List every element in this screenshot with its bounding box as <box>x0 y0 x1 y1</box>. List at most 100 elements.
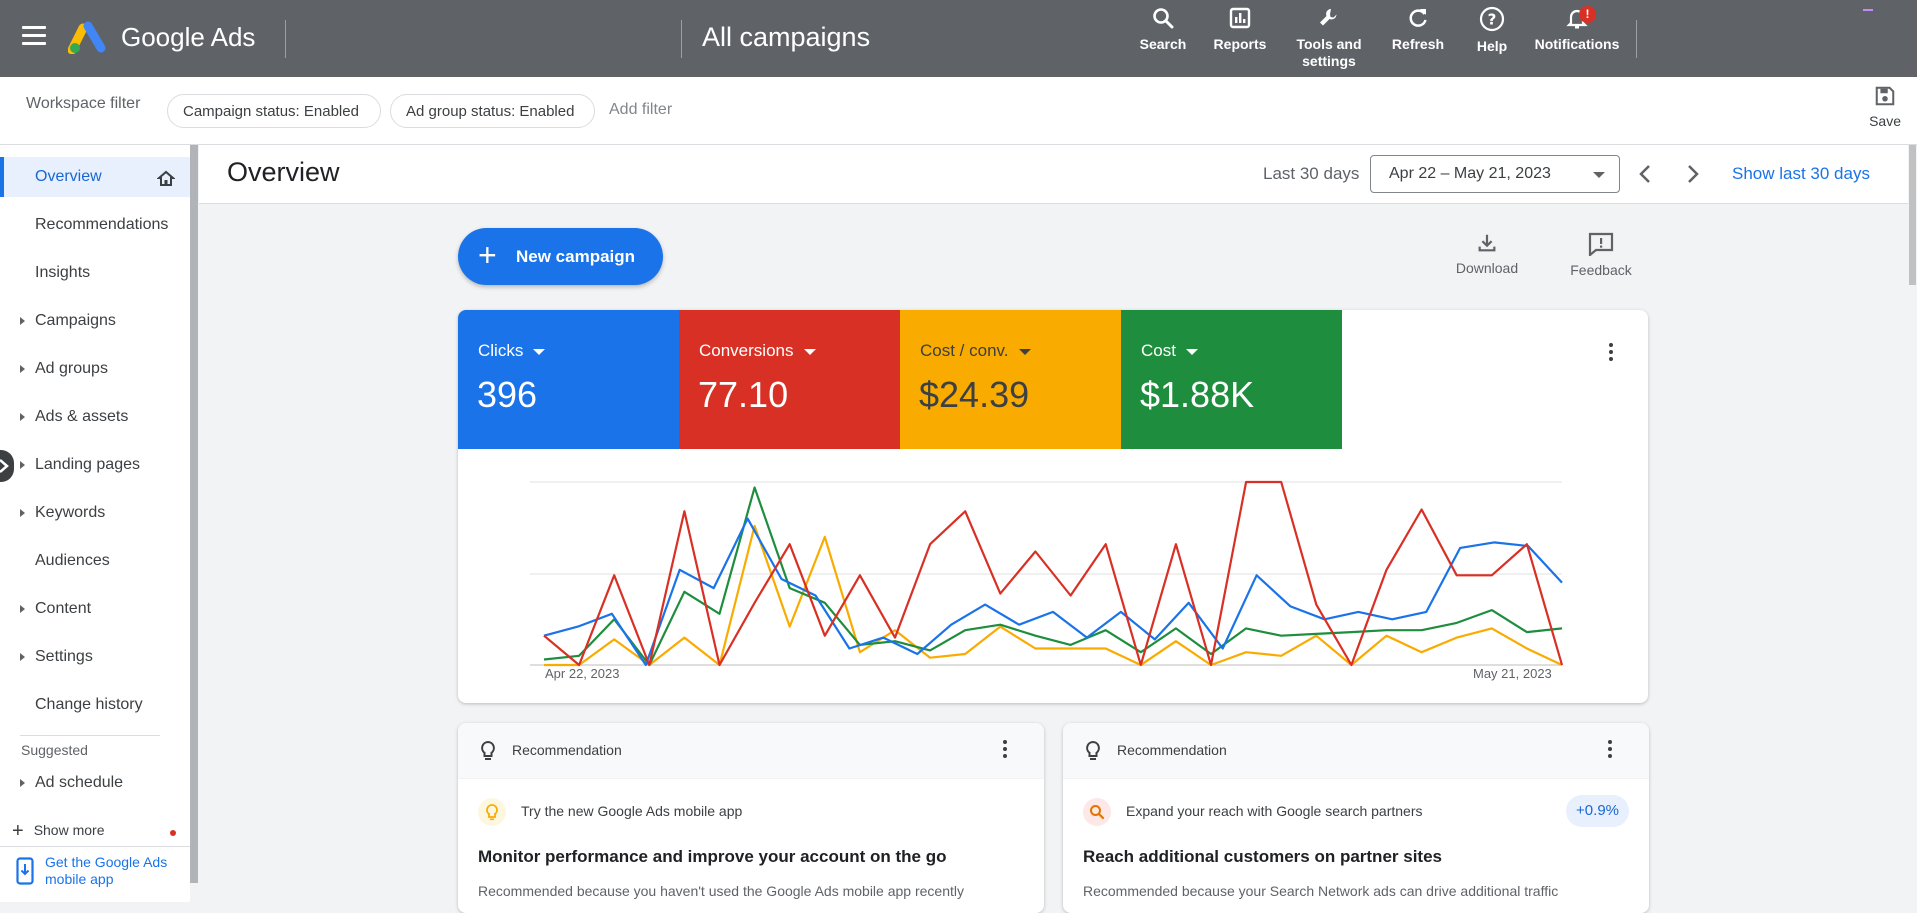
series-line-cost <box>543 486 1563 667</box>
recommendation-card[interactable]: Recommendation Try the new Google Ads mo… <box>458 723 1044 913</box>
download-button[interactable]: Download <box>1452 232 1522 276</box>
sidebar-item-label: Ad groups <box>35 360 108 377</box>
search-icon <box>1153 8 1174 29</box>
sidebar-item-audiences[interactable]: Audiences <box>0 541 190 581</box>
metric-clicks[interactable]: Clicks 396 <box>458 310 679 449</box>
sidebar-item-label: Content <box>35 600 92 617</box>
feedback-label: Feedback <box>1570 262 1632 278</box>
get-app-link[interactable]: Get the Google Ads mobile app <box>0 846 190 902</box>
lightbulb-icon <box>486 804 498 821</box>
reports-button[interactable]: Reports <box>1208 6 1272 53</box>
divider <box>1636 20 1637 58</box>
svg-text:?: ? <box>1488 11 1497 29</box>
new-indicator-dot <box>170 830 176 836</box>
search-button[interactable]: Search <box>1138 6 1188 53</box>
sidebar-item-keywords[interactable]: Keywords <box>0 493 190 533</box>
sidebar-scrollbar[interactable] <box>190 145 198 883</box>
recommendation-card[interactable]: Recommendation Expand your reach with Go… <box>1063 723 1649 913</box>
date-range-select[interactable]: Apr 22 – May 21, 2023 <box>1370 155 1620 193</box>
new-campaign-label: New campaign <box>516 247 636 266</box>
scrollbar-thumb[interactable] <box>1909 145 1916 285</box>
notifications-button[interactable]: ! Notifications <box>1531 6 1623 53</box>
lightbulb-icon <box>1086 740 1100 760</box>
recommendation-subtitle: Expand your reach with Google search par… <box>1126 803 1423 819</box>
caret-right-icon <box>20 605 25 613</box>
feedback-button[interactable]: Feedback <box>1566 232 1636 278</box>
x-axis-end-label: May 21, 2023 <box>1473 666 1552 681</box>
more-options-icon[interactable] <box>1608 740 1612 761</box>
new-campaign-button[interactable]: + New campaign <box>458 228 663 285</box>
caret-right-icon <box>20 461 25 469</box>
help-label: Help <box>1476 38 1508 54</box>
more-options-icon[interactable] <box>1003 740 1007 761</box>
divider <box>681 20 682 58</box>
show-last-30-days-link[interactable]: Show last 30 days <box>1732 164 1870 183</box>
sidebar-item-ad-groups[interactable]: Ad groups <box>0 349 190 389</box>
expand-sidebar-button[interactable] <box>0 450 14 482</box>
refresh-icon <box>1409 9 1427 27</box>
help-button[interactable]: ? Help <box>1472 6 1512 55</box>
page-heading: Overview <box>227 157 340 187</box>
recommendation-type: Recommendation <box>512 742 622 758</box>
chevron-right-icon[interactable] <box>1686 164 1700 184</box>
sidebar-item-ad-schedule[interactable]: Ad schedule <box>0 763 190 803</box>
more-options-icon[interactable] <box>1609 343 1613 364</box>
add-filter-button[interactable]: Add filter <box>609 101 673 118</box>
home-icon <box>157 170 175 186</box>
menu-icon[interactable] <box>22 26 46 46</box>
ad-group-status-chip[interactable]: Ad group status: Enabled <box>390 94 595 128</box>
metric-value: $1.88K <box>1140 374 1255 415</box>
show-more-button[interactable]: + Show more <box>12 820 105 843</box>
series-line-clicks <box>543 517 1563 667</box>
tools-settings-button[interactable]: Tools and settings <box>1290 6 1368 70</box>
metric-name: Cost / conv. <box>920 341 1009 360</box>
show-more-label: Show more <box>33 822 105 839</box>
save-icon <box>1875 86 1895 106</box>
metric-value: 396 <box>477 374 538 415</box>
main-scrollbar[interactable] <box>1908 145 1917 901</box>
recommendation-header: Recommendation <box>458 723 1044 779</box>
sidebar-item-label: Keywords <box>35 504 106 521</box>
refresh-button[interactable]: Refresh <box>1388 6 1448 53</box>
plus-icon: + <box>478 237 497 273</box>
sidebar-item-label: Overview <box>35 168 102 185</box>
metric-conversions[interactable]: Conversions 77.10 <box>679 310 900 449</box>
recommendation-title: Monitor performance and improve your acc… <box>478 847 947 866</box>
sidebar-item-label: Campaigns <box>35 312 116 329</box>
recommendation-reason: Recommended because you haven't used the… <box>478 883 964 899</box>
metric-cost[interactable]: Cost $1.88K <box>1121 310 1342 449</box>
phone-icon <box>16 857 34 885</box>
campaign-status-chip[interactable]: Campaign status: Enabled <box>167 94 381 128</box>
sidebar-divider <box>20 735 160 736</box>
metric-cost-per-conv[interactable]: Cost / conv. $24.39 <box>900 310 1121 449</box>
x-axis-start-label: Apr 22, 2023 <box>545 666 620 681</box>
caret-right-icon <box>20 653 25 661</box>
sidebar-item-settings[interactable]: Settings <box>0 637 190 677</box>
sidebar-item-change-history[interactable]: Change history <box>0 685 190 725</box>
sidebar-item-label: Settings <box>35 648 93 665</box>
divider <box>285 20 286 58</box>
date-range-value: Apr 22 – May 21, 2023 <box>1389 165 1551 182</box>
sidebar-item-content[interactable]: Content <box>0 589 190 629</box>
download-icon <box>1478 234 1496 252</box>
mobile-app-icon <box>478 798 506 826</box>
caret-right-icon <box>20 365 25 373</box>
feedback-icon <box>1588 232 1614 256</box>
top-bar: Google Ads All campaigns Search Reports … <box>0 0 1917 77</box>
caret-right-icon <box>20 317 25 325</box>
metric-name: Conversions <box>699 341 794 360</box>
sidebar-item-label: Change history <box>35 696 143 713</box>
wrench-icon <box>1320 9 1337 26</box>
save-button[interactable]: Save <box>1869 85 1901 129</box>
sidebar-item-insights[interactable]: Insights <box>0 253 190 293</box>
caret-right-icon <box>20 779 25 787</box>
series-line-cost-conv- <box>544 524 1563 667</box>
sidebar-item-overview[interactable]: Overview <box>0 157 190 197</box>
sidebar-item-ads-assets[interactable]: Ads & assets <box>0 397 190 437</box>
chevron-left-icon[interactable] <box>1638 164 1652 184</box>
notification-badge: ! <box>1579 6 1596 23</box>
sidebar-item-landing-pages[interactable]: Landing pages <box>0 445 190 485</box>
sidebar-item-recommendations[interactable]: Recommendations <box>0 205 190 245</box>
sidebar-item-campaigns[interactable]: Campaigns <box>0 301 190 341</box>
suggested-heading: Suggested <box>21 742 88 758</box>
